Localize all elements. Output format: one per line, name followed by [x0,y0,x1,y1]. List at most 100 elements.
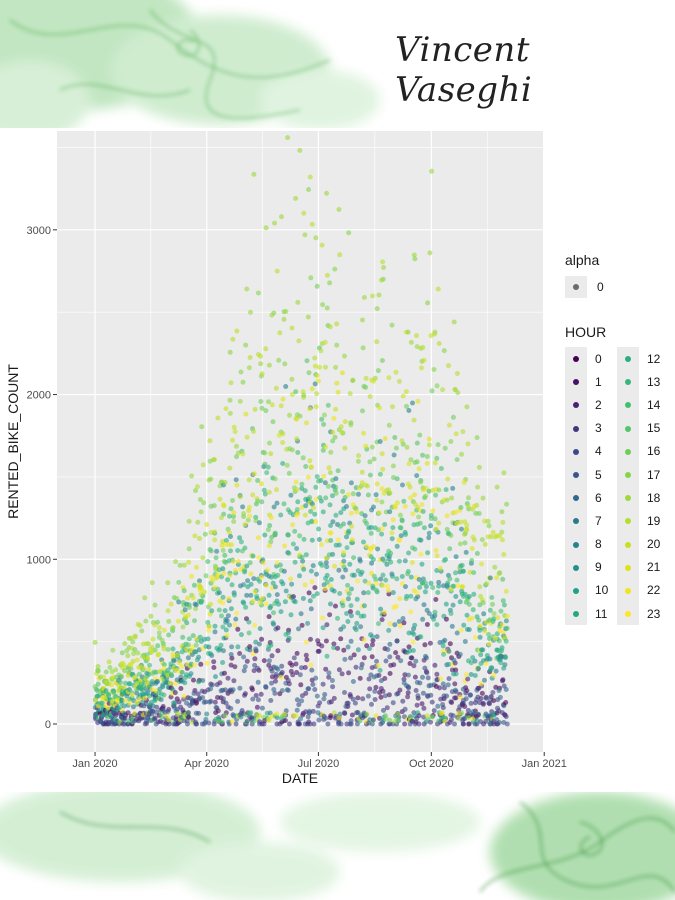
data-point [248,571,254,577]
data-point [468,672,474,677]
data-point [490,618,496,624]
data-point [416,713,422,719]
data-point [306,187,312,192]
data-point [431,708,437,714]
data-point [250,598,256,604]
data-point [316,478,322,484]
data-point [262,491,268,497]
data-point [309,386,315,392]
data-point [276,601,282,607]
data-point [459,526,464,532]
data-point [263,408,269,414]
data-point [504,625,510,631]
data-point [322,692,328,697]
legend-hour-key [565,416,587,440]
data-point [444,526,450,532]
data-point [469,615,475,621]
data-point [142,595,148,601]
data-point [449,700,455,705]
data-point [353,664,359,670]
data-point [233,721,239,727]
data-point [194,564,199,570]
data-point [348,510,354,516]
data-point [440,643,446,649]
data-point [320,509,326,515]
data-point [385,647,391,652]
data-point [316,717,322,723]
data-point [361,613,367,619]
data-point [262,532,268,538]
data-point [229,655,235,661]
data-point [416,537,422,543]
data-point [242,664,248,670]
data-point [263,346,269,352]
data-point [433,597,439,602]
data-point [498,608,504,614]
data-point [420,616,426,622]
data-point [420,576,426,582]
data-point [394,716,400,722]
data-point [398,533,404,539]
data-point [382,693,388,699]
data-point [307,406,313,412]
data-point [258,691,264,697]
data-point [232,622,238,628]
data-point [263,601,269,607]
data-point [408,339,414,345]
data-point [108,682,114,688]
data-point [260,560,266,566]
data-point [496,688,502,694]
data-point [449,495,455,501]
data-point [394,476,400,482]
data-point [289,662,295,668]
data-point [317,364,322,370]
data-point [188,671,194,677]
data-point [387,641,393,647]
data-point [328,713,334,719]
data-point [419,502,425,508]
data-point [307,708,312,714]
data-point [235,548,241,553]
legend-hour-label: 16 [647,444,661,459]
data-point [332,434,338,440]
data-point [186,636,192,642]
legend-hour-key [617,439,639,463]
data-point [279,663,285,669]
data-point [361,590,367,596]
data-point [242,545,248,551]
data-point [274,711,280,717]
data-point [297,573,302,579]
data-point [432,662,438,668]
data-point [220,547,226,553]
data-point [125,710,131,716]
data-point [227,349,233,355]
data-point [273,678,278,684]
data-point [464,527,470,533]
data-point [324,564,330,570]
data-point [223,619,229,625]
data-point [340,489,346,494]
data-point [243,342,249,348]
data-point [309,579,315,585]
data-point [274,268,280,274]
data-point [359,469,365,475]
data-point [411,631,417,637]
data-point [206,644,212,650]
data-point [375,368,381,374]
data-point [406,408,412,413]
data-point [494,575,500,581]
data-point [333,603,338,609]
data-point [420,509,426,514]
data-point [190,633,196,639]
data-point [206,627,212,633]
data-point [465,441,471,447]
data-point [410,648,416,653]
data-point [280,440,286,445]
data-point [279,669,285,675]
data-point [230,336,236,342]
data-point [197,536,202,541]
data-point [166,618,172,624]
data-point [407,661,413,666]
data-point [258,574,264,580]
data-point [144,673,150,679]
